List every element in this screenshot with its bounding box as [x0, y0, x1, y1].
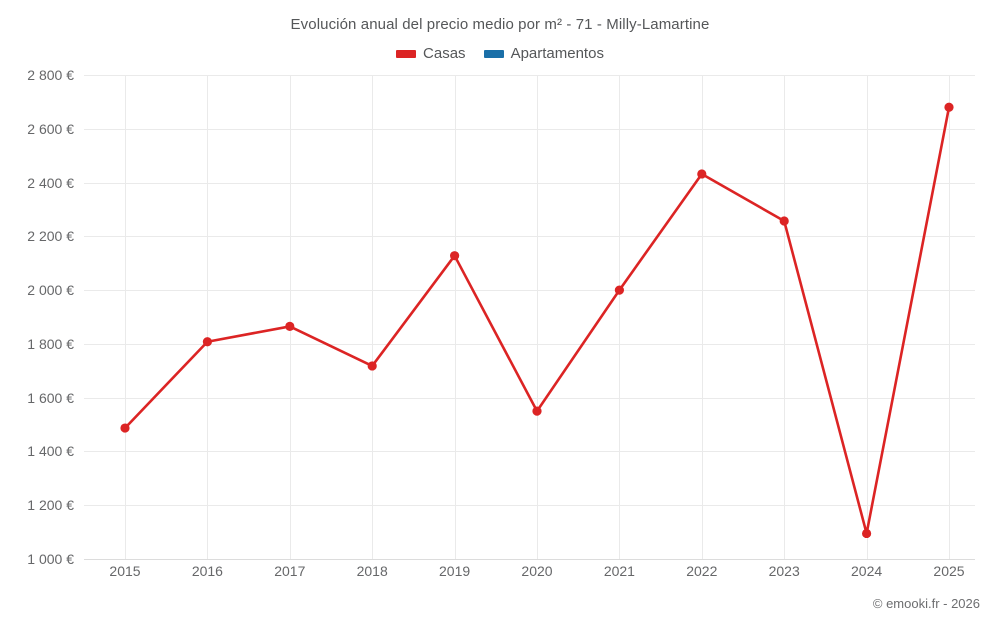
x-axis-tick-label: 2016	[191, 563, 223, 579]
legend-item-apartamentos[interactable]: Apartamentos	[483, 45, 604, 62]
x-axis-tick-label: 2021	[603, 563, 635, 579]
gridline-vertical	[949, 75, 950, 559]
plot-area	[84, 75, 975, 560]
y-axis-tick-label: 1 600 €	[27, 389, 74, 406]
legend-label-casas: Casas	[423, 45, 466, 62]
gridline-vertical	[784, 75, 786, 559]
x-axis-tick-label: 2023	[768, 563, 800, 579]
gridline-vertical	[372, 75, 374, 559]
y-axis-tick-label: 2 600 €	[27, 120, 74, 137]
legend-swatch-casas	[396, 49, 417, 58]
legend-item-casas[interactable]: Casas	[396, 45, 466, 62]
gridline-horizontal	[84, 559, 975, 560]
x-axis-tick-label: 2022	[686, 563, 718, 579]
y-axis-tick-label: 1 400 €	[27, 443, 74, 460]
gridline-horizontal	[84, 290, 975, 292]
x-axis-tick-label: 2025	[933, 563, 965, 579]
gridline-vertical	[454, 75, 456, 559]
gridline-vertical	[537, 75, 538, 559]
y-axis-tick-label: 1 000 €	[27, 551, 74, 567]
gridline-horizontal	[84, 397, 975, 399]
footer-credit: © emooki.fr - 2026	[872, 596, 980, 611]
gridline-vertical	[289, 75, 291, 559]
chart-title: Evolución anual del precio medio por m² …	[290, 16, 710, 33]
gridline-horizontal	[84, 182, 975, 184]
x-axis-tick-label: 2024	[851, 563, 883, 579]
x-axis-tick-label: 2018	[356, 563, 388, 579]
gridline-vertical	[701, 75, 703, 559]
gridline-vertical	[125, 75, 126, 559]
y-axis-tick-label: 2 000 €	[27, 282, 74, 299]
y-axis-tick-label: 1 800 €	[27, 335, 74, 352]
x-axis-tick-label: 2020	[521, 563, 553, 579]
gridline-vertical	[866, 75, 868, 559]
y-axis-tick-label: 1 200 €	[27, 497, 74, 514]
x-axis-tick-label: 2019	[439, 563, 471, 579]
y-axis-tick-label: 2 800 €	[27, 67, 74, 83]
legend-swatch-apartamentos	[483, 49, 504, 58]
x-axis-tick-label: 2015	[109, 563, 141, 579]
y-axis-tick-label: 2 400 €	[27, 174, 74, 191]
gridline-horizontal	[84, 451, 975, 453]
gridline-horizontal	[84, 505, 975, 507]
x-axis-tick-label: 2017	[274, 563, 306, 579]
gridline-horizontal	[84, 128, 975, 130]
gridline-horizontal	[84, 75, 975, 76]
chart-legend: Casas Apartamentos	[0, 45, 1000, 62]
gridline-vertical	[207, 75, 209, 559]
gridline-horizontal	[84, 343, 975, 345]
legend-label-apartamentos: Apartamentos	[510, 45, 604, 62]
gridline-vertical	[619, 75, 621, 559]
y-axis-tick-label: 2 200 €	[27, 228, 74, 245]
gridline-horizontal	[84, 236, 975, 238]
